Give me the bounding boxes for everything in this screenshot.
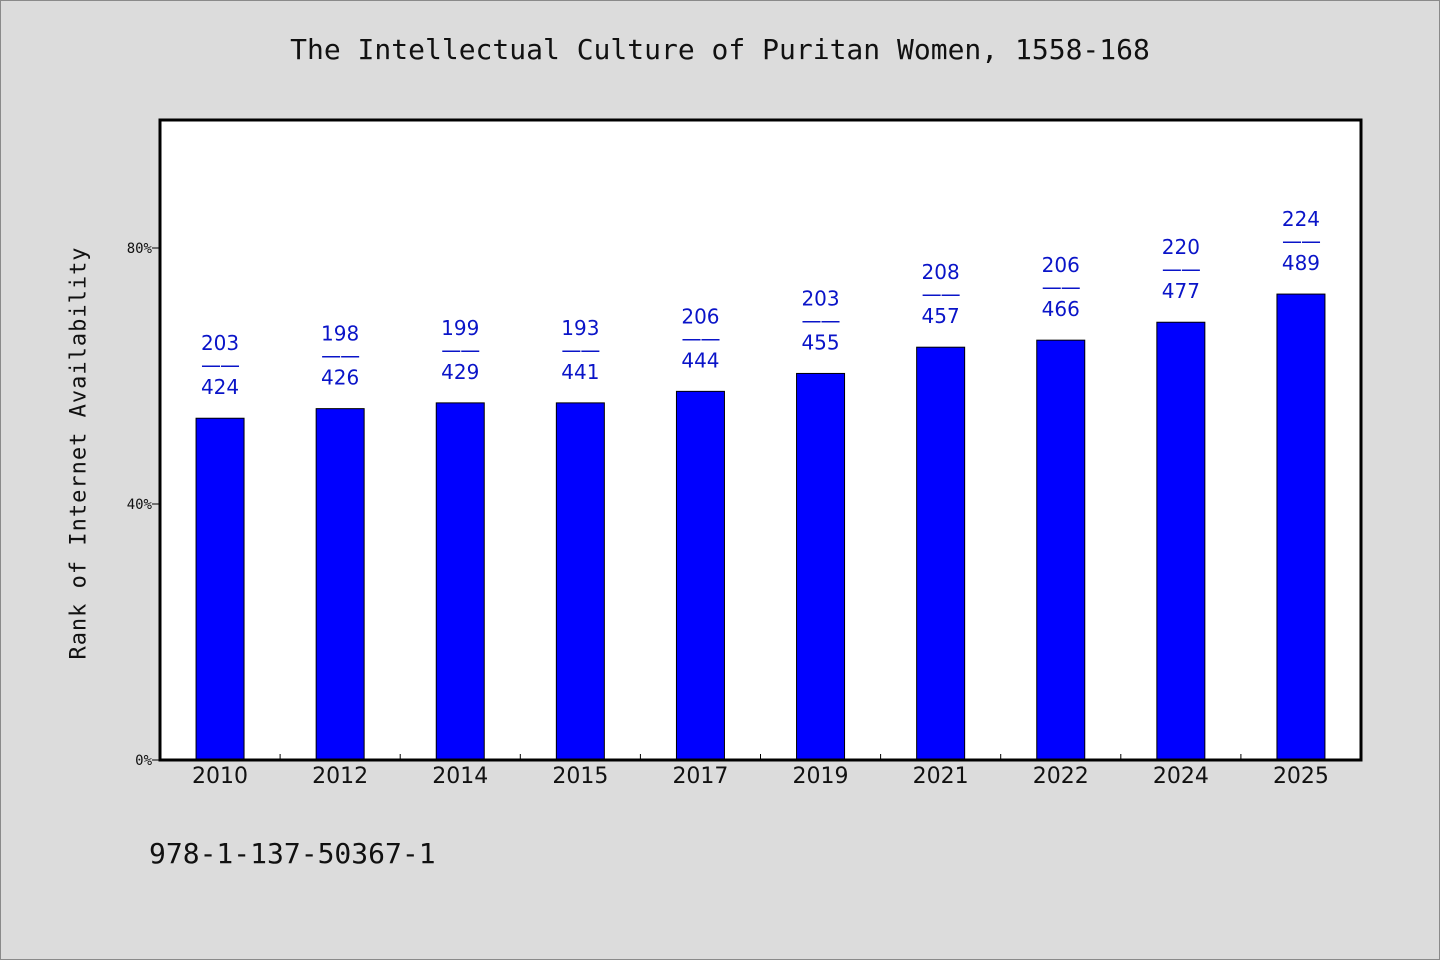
x-tick-label-2015: 2015 bbox=[552, 764, 608, 789]
chart-title: The Intellectual Culture of Puritan Wome… bbox=[290, 33, 1150, 66]
x-tick-label-2010: 2010 bbox=[192, 764, 248, 789]
bar-2022 bbox=[1036, 339, 1086, 761]
x-tick-label-2024: 2024 bbox=[1153, 764, 1209, 789]
x-tick-label-2017: 2017 bbox=[672, 764, 728, 789]
bar-2017 bbox=[675, 390, 725, 761]
data-label-top-2019: 203 bbox=[801, 286, 839, 310]
data-label-mid-2015: —— bbox=[561, 338, 600, 362]
data-label-top-2012: 198 bbox=[321, 322, 359, 346]
data-label-bottom-2014: 429 bbox=[441, 360, 479, 384]
data-label-mid-2024: —— bbox=[1162, 257, 1201, 281]
bar-2010 bbox=[195, 417, 245, 761]
data-label-top-2014: 199 bbox=[441, 316, 479, 340]
data-label-mid-2019: —— bbox=[802, 308, 841, 332]
bar-2021 bbox=[916, 346, 966, 761]
data-label-mid-2025: —— bbox=[1282, 229, 1321, 253]
y-tick-label-0%: 0% bbox=[135, 753, 152, 769]
isbn-label: 978-1-137-50367-1 bbox=[149, 837, 436, 870]
data-label-bottom-2022: 466 bbox=[1042, 297, 1080, 321]
data-label-bottom-2021: 457 bbox=[922, 304, 960, 328]
x-tick-label-2025: 2025 bbox=[1273, 764, 1329, 789]
data-label-mid-2022: —— bbox=[1042, 275, 1081, 299]
bar-2014 bbox=[435, 402, 485, 761]
data-label-mid-2021: —— bbox=[922, 282, 961, 306]
data-label-bottom-2015: 441 bbox=[561, 360, 599, 384]
x-tick-label-2012: 2012 bbox=[312, 764, 368, 789]
y-tick-label-40%: 40% bbox=[127, 497, 153, 513]
bar-2019 bbox=[796, 372, 846, 761]
data-label-mid-2014: —— bbox=[441, 338, 480, 362]
data-label-top-2022: 206 bbox=[1042, 253, 1080, 277]
data-label-mid-2017: —— bbox=[681, 326, 720, 350]
bar-2025 bbox=[1276, 293, 1326, 761]
data-label-top-2025: 224 bbox=[1282, 207, 1320, 231]
data-label-bottom-2012: 426 bbox=[321, 366, 359, 390]
data-label-bottom-2017: 444 bbox=[681, 348, 719, 372]
x-tick-label-2019: 2019 bbox=[793, 764, 849, 789]
x-tick-label-2014: 2014 bbox=[432, 764, 488, 789]
bar-2012 bbox=[315, 408, 365, 761]
data-label-bottom-2024: 477 bbox=[1162, 279, 1200, 303]
data-label-top-2021: 208 bbox=[922, 260, 960, 284]
data-label-mid-2010: —— bbox=[201, 353, 240, 377]
data-label-bottom-2025: 489 bbox=[1282, 251, 1320, 275]
y-tick-label-80%: 80% bbox=[127, 241, 153, 257]
bar-2015 bbox=[555, 402, 605, 761]
x-tick-label-2022: 2022 bbox=[1033, 764, 1089, 789]
data-label-top-2024: 220 bbox=[1162, 235, 1200, 259]
data-label-top-2010: 203 bbox=[201, 331, 239, 355]
data-label-top-2017: 206 bbox=[681, 304, 719, 328]
bar-2024 bbox=[1156, 321, 1206, 761]
data-label-top-2015: 193 bbox=[561, 316, 599, 340]
data-label-bottom-2010: 424 bbox=[201, 375, 239, 399]
x-tick-label-2021: 2021 bbox=[913, 764, 969, 789]
data-label-bottom-2019: 455 bbox=[801, 330, 839, 354]
data-label-mid-2012: —— bbox=[321, 344, 360, 368]
